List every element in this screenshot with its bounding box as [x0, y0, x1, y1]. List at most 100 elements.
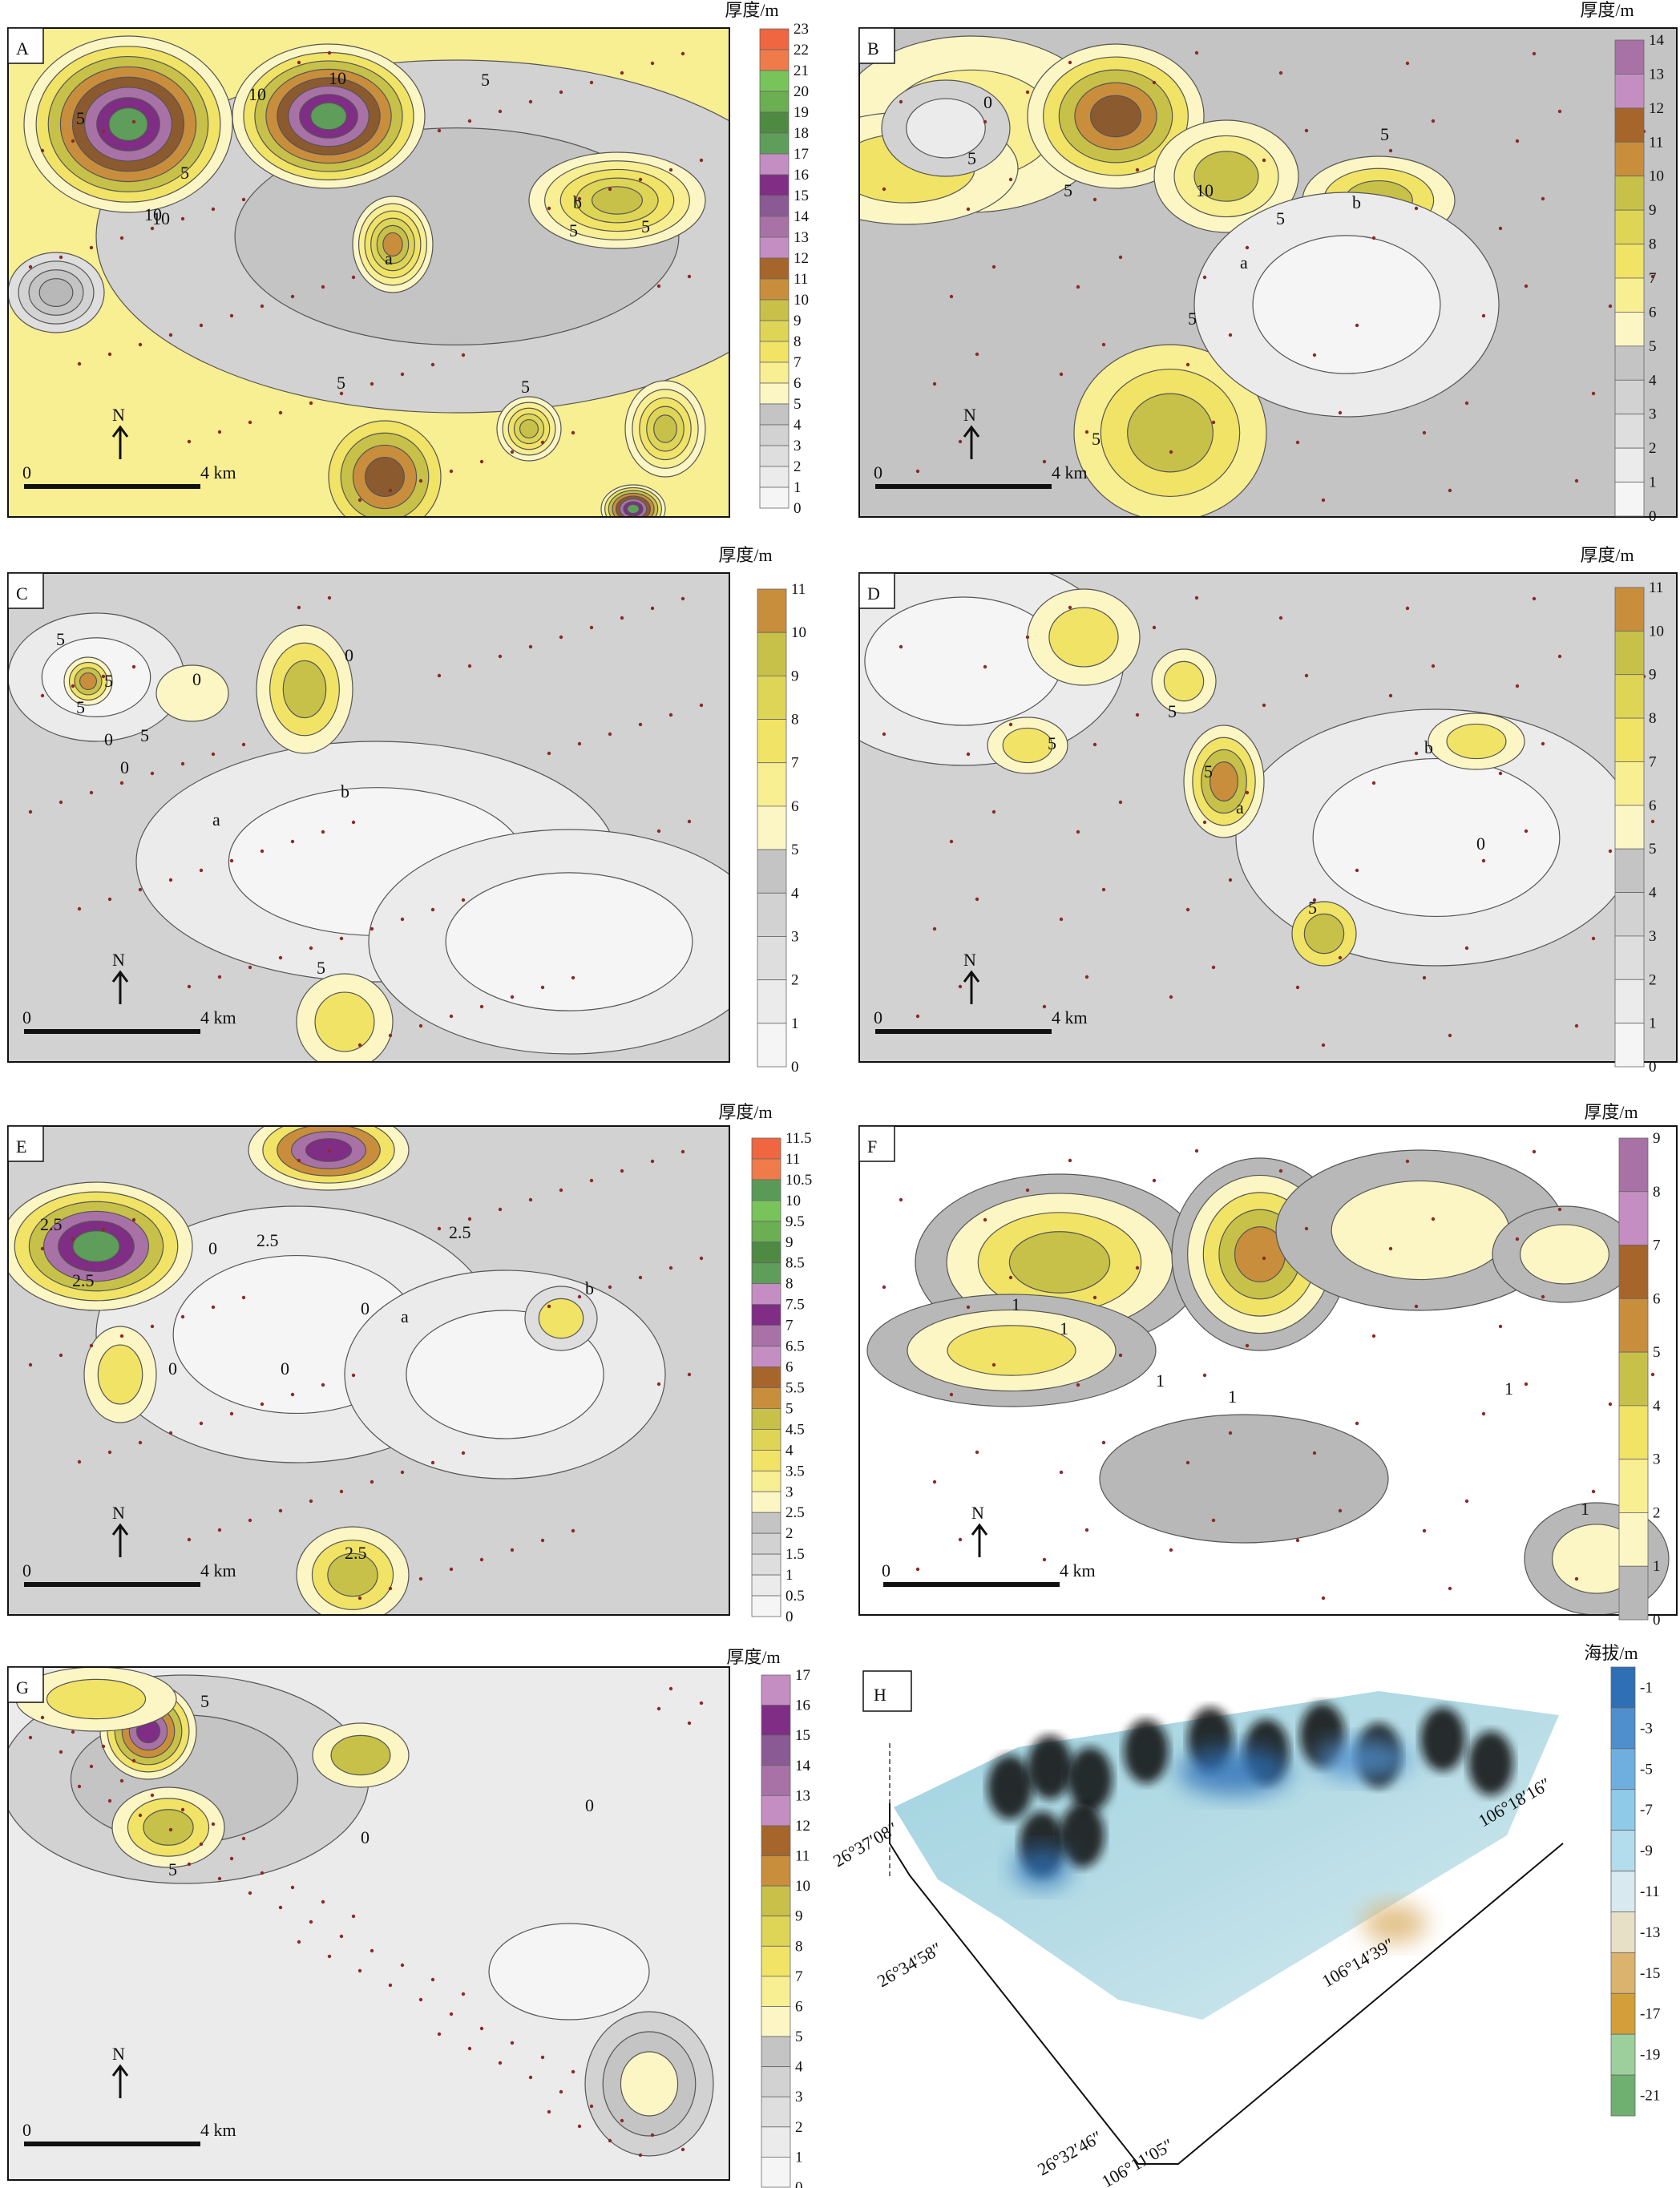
legend-tick: 11 [1649, 134, 1663, 151]
contour-label: 5 [337, 373, 345, 393]
sample-point [1498, 226, 1503, 231]
elevation-surface [894, 1691, 1559, 2020]
legend-tick: 13 [794, 229, 809, 246]
sample-point [101, 1744, 106, 1749]
contour-ring [653, 414, 677, 443]
contour-ring [79, 672, 98, 691]
sample-point [101, 1227, 106, 1232]
panel-letter: C [16, 583, 28, 604]
sample-point [899, 644, 903, 649]
legend-tick: 5 [794, 396, 802, 413]
sample-point [1431, 119, 1436, 123]
sample-point [1169, 995, 1173, 999]
contour-label: 1 [1060, 1318, 1068, 1338]
legend-swatch [757, 892, 787, 937]
legend-tick: 4 [794, 417, 802, 434]
sample-point [498, 654, 503, 659]
legend-swatch [1614, 209, 1645, 244]
legend-swatch [759, 216, 790, 238]
sample-point [915, 1014, 920, 1019]
north-arrow-label: N [112, 1503, 125, 1523]
sample-point [479, 459, 484, 464]
legend-swatch [761, 2066, 791, 2097]
sample-point [668, 1686, 673, 1691]
legend-tick: 6 [1649, 304, 1657, 321]
legend-e: 厚度/m11.51110.5109.598.587.576.565.554.54… [718, 1102, 812, 1625]
contour-ring [1303, 913, 1345, 955]
sample-point [461, 898, 466, 902]
sample-point [150, 1324, 155, 1329]
sample-point [418, 478, 423, 483]
legend-tick: 15 [794, 188, 809, 204]
sample-point [638, 1275, 643, 1280]
sample-point [589, 80, 594, 85]
sample-point [217, 1528, 222, 1532]
legend-swatch [761, 1674, 791, 1706]
sample-point [217, 975, 222, 979]
sample-point [1068, 1158, 1072, 1163]
sample-point [260, 1871, 265, 1875]
north-arrow-head [111, 970, 129, 983]
sample-point [1008, 177, 1013, 182]
north-arrow-head [971, 1523, 988, 1536]
sample-point [89, 1343, 94, 1348]
legend-swatch [1618, 1405, 1649, 1460]
sample-point [1278, 1169, 1283, 1173]
contour-ring [1089, 95, 1142, 138]
legend-swatch [757, 588, 787, 633]
sample-point [77, 906, 82, 911]
sample-point [1405, 61, 1410, 66]
panel-letter-box [858, 1125, 895, 1162]
sample-point [1371, 1334, 1376, 1338]
legend-swatch [759, 91, 790, 113]
sample-point [241, 742, 246, 747]
legend-swatch [751, 1283, 781, 1306]
legend-tick: 3 [1649, 406, 1657, 423]
sample-point [71, 139, 75, 143]
legend-tick: 8 [794, 333, 802, 350]
sample-point [211, 1822, 216, 1827]
sample-point [1068, 605, 1072, 610]
legend-swatch [761, 2157, 791, 2188]
sample-point [1448, 1586, 1452, 1591]
legend-tick: 3 [791, 928, 799, 945]
sample-point [248, 965, 252, 970]
sample-point [1532, 596, 1537, 601]
legend-tick: 11 [795, 1848, 810, 1865]
legend-tick: 6 [794, 375, 802, 392]
legend-swatch [751, 1221, 781, 1243]
legend-swatch [1618, 1191, 1649, 1245]
sample-point [71, 684, 75, 688]
scale-end-label: 4 km [200, 462, 236, 482]
sample-point [327, 1954, 332, 1959]
legend-tick: 1 [1649, 1015, 1657, 1032]
panel-letter-box [862, 1670, 912, 1712]
legend-swatch [759, 257, 790, 280]
sample-point [1042, 1004, 1047, 1009]
sample-point [1591, 1489, 1596, 1494]
sample-point [467, 119, 472, 123]
sample-point [1304, 1226, 1309, 1231]
contour-label: a [212, 809, 220, 830]
legend-tick: 10.5 [785, 1172, 812, 1189]
legend-swatch [757, 719, 787, 764]
sample-point [1135, 713, 1140, 717]
contour-label: 5 [200, 1691, 209, 1711]
sample-point [1152, 625, 1157, 630]
legend-swatch [759, 403, 790, 426]
sample-point [966, 752, 971, 757]
sample-point [1278, 616, 1283, 620]
sample-point [571, 1528, 575, 1533]
panel-letter: D [867, 583, 880, 604]
legend-tick: 7 [795, 1968, 803, 1985]
legend-tick: 6 [795, 1998, 803, 2015]
contour-label: 0 [208, 1238, 217, 1258]
sample-point [1608, 849, 1613, 854]
legend-swatch [1614, 1023, 1645, 1068]
sample-point [1481, 1411, 1486, 1416]
sample-point [991, 809, 996, 814]
sample-point [388, 488, 393, 493]
contour-label: 0 [192, 669, 201, 689]
legend-tick: 0 [791, 1059, 799, 1076]
